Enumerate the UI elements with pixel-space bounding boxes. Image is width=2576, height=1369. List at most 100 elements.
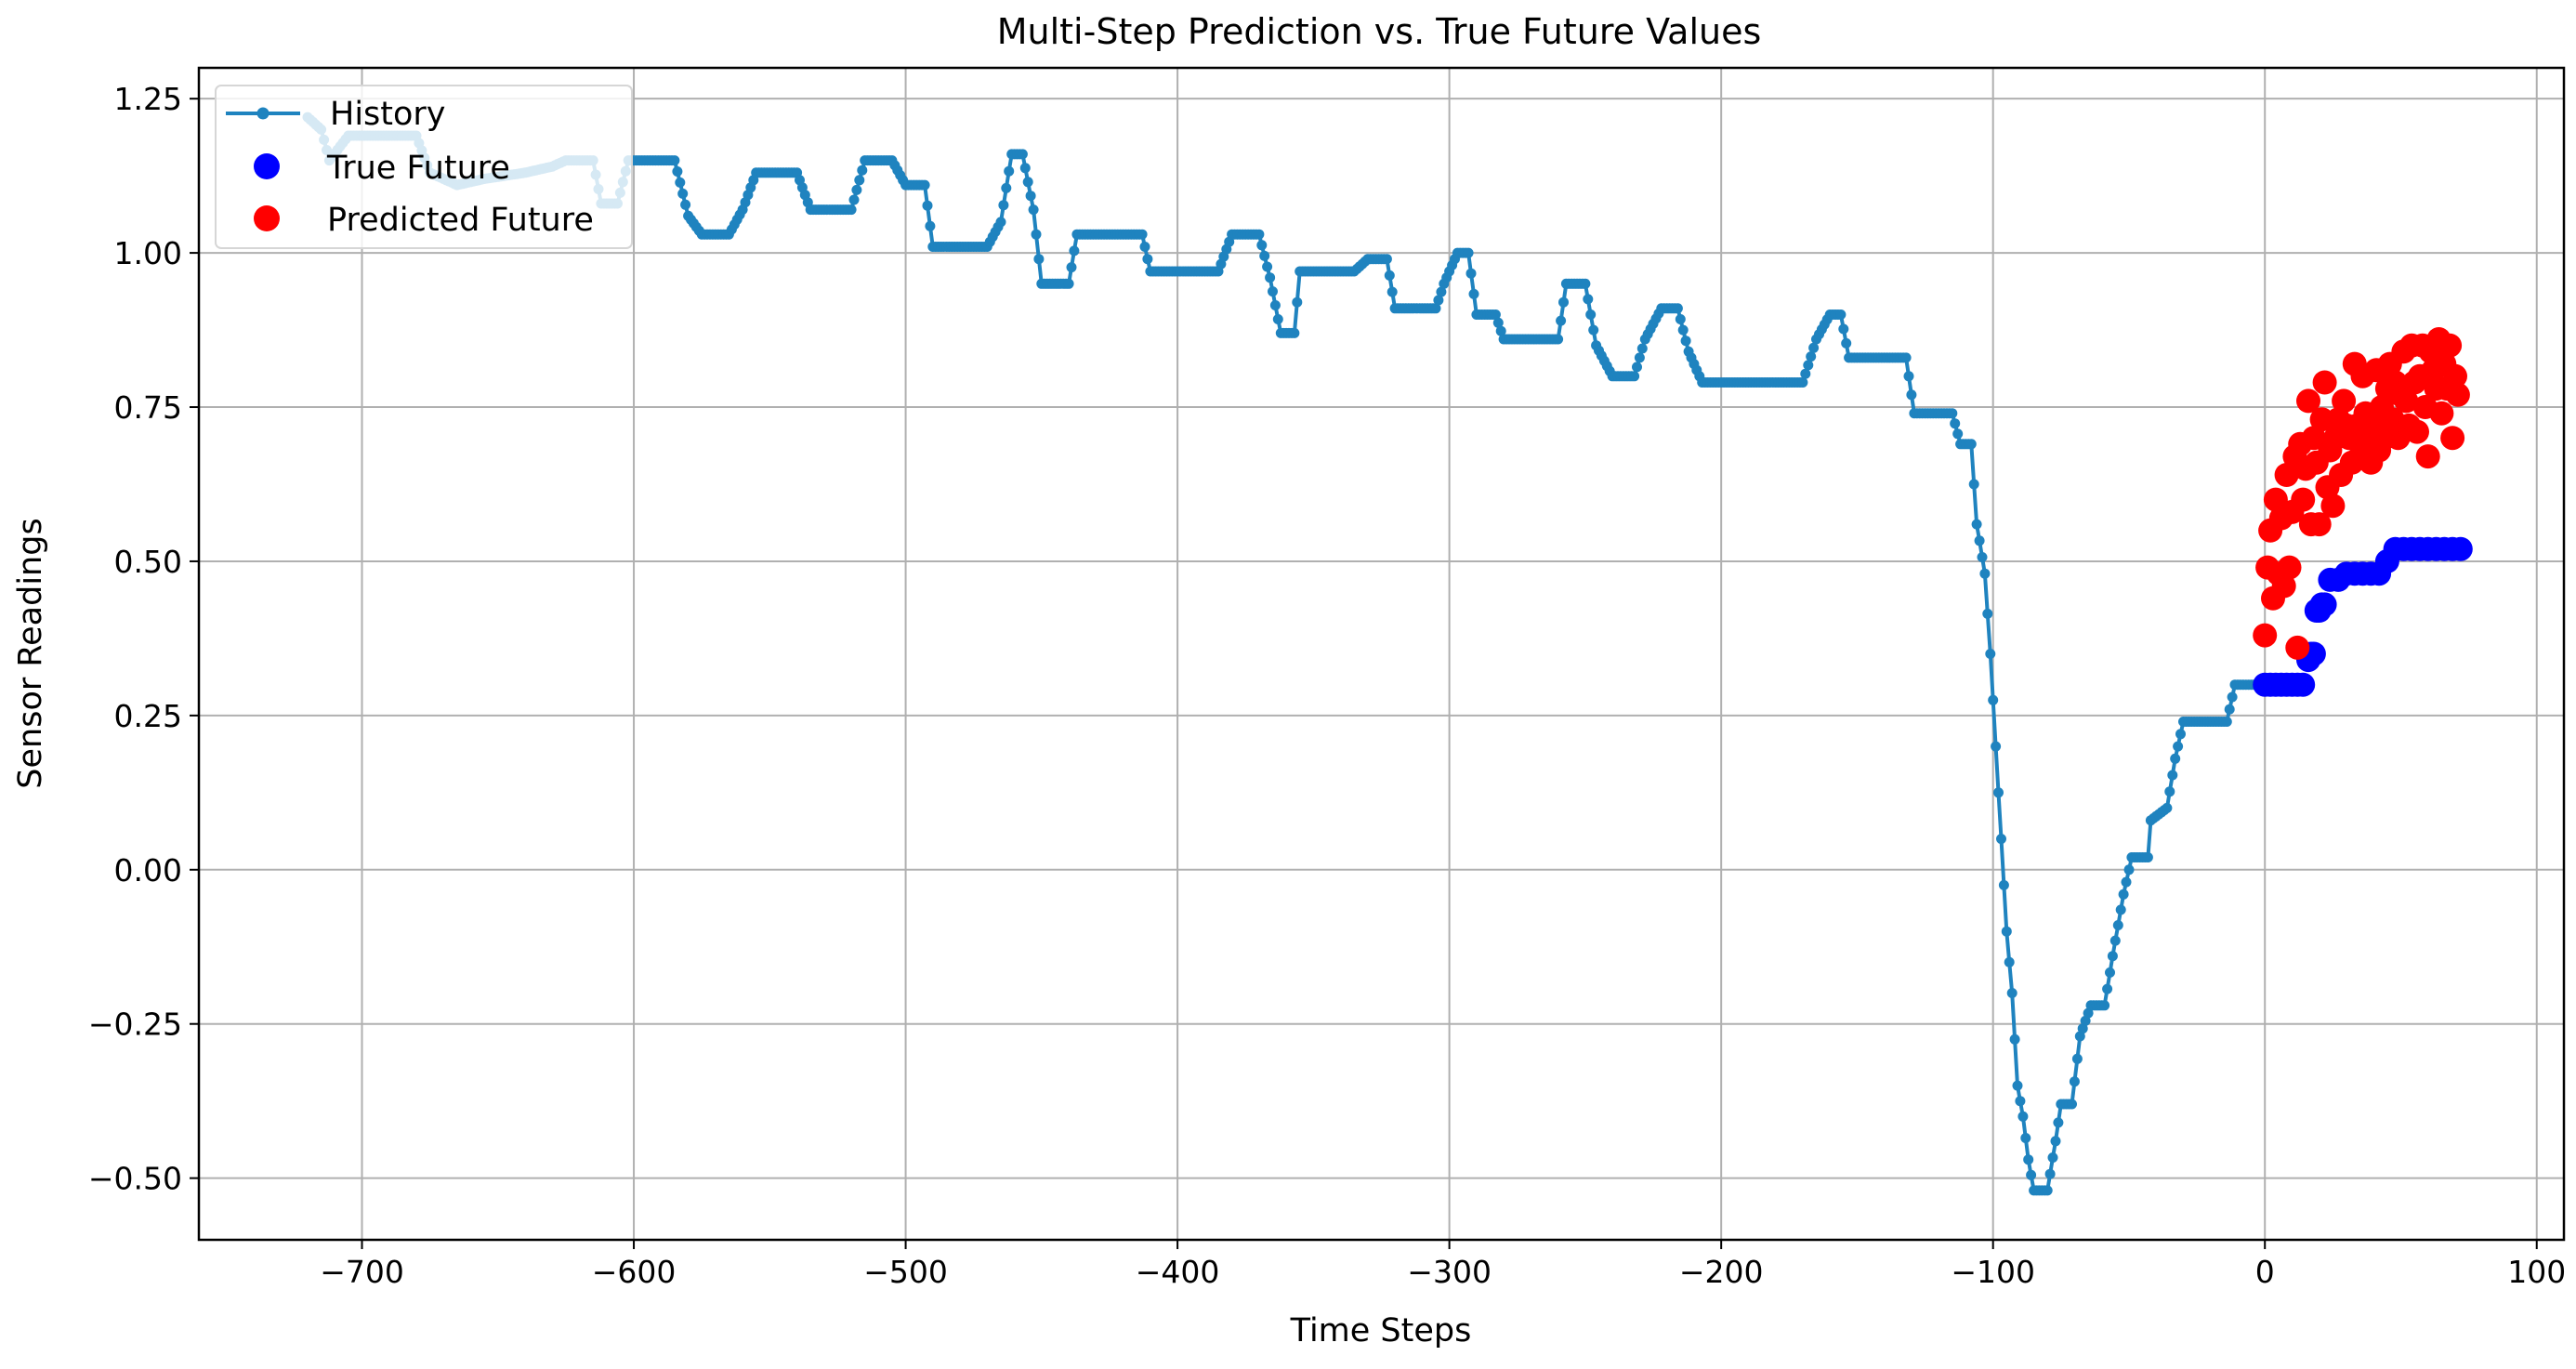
history-point [1004, 165, 1015, 177]
history-point [2044, 1168, 2056, 1179]
history-point [854, 175, 865, 186]
history-point [2006, 988, 2017, 998]
predicted-future-point [2394, 388, 2419, 414]
history-point [1289, 327, 1300, 338]
history-point [1069, 245, 1080, 257]
history-point [1974, 535, 1985, 546]
history-point [1272, 314, 1283, 324]
history-point [2162, 802, 2173, 813]
history-point [1558, 296, 1569, 308]
predicted-future-point [2405, 419, 2429, 444]
history-point [1977, 552, 1988, 562]
history-point [1806, 351, 1817, 362]
legend-history-label: History [330, 96, 446, 133]
history-point [2170, 753, 2181, 764]
history-point [1254, 229, 1265, 240]
history-point [1993, 787, 2004, 798]
x-tick-label: −400 [1136, 1254, 1220, 1290]
history-point [1636, 343, 1648, 354]
x-tick-label: 0 [2255, 1254, 2275, 1290]
history-point [1585, 309, 1597, 320]
history-point [2026, 1169, 2037, 1180]
history-point [1381, 254, 1392, 265]
legend-item-predicted-future: Predicted Future [254, 202, 594, 239]
history-point [1797, 377, 1808, 388]
x-tick-label: −600 [592, 1254, 677, 1290]
history-point [1906, 389, 1917, 401]
history-point [1031, 229, 1042, 240]
history-point [1256, 240, 1268, 251]
legend-predicted-future-label: Predicted Future [327, 202, 594, 239]
history-point [1629, 371, 1640, 382]
history-point [998, 200, 1009, 211]
history-point [1268, 286, 1278, 297]
history-point [857, 165, 868, 176]
history-point [2221, 717, 2232, 727]
true-future-point [2448, 536, 2473, 561]
history-point [1588, 324, 1599, 336]
history-point [2099, 1000, 2110, 1011]
history-point [2105, 967, 2115, 978]
history-point [1968, 479, 1979, 490]
predicted-future-point [2440, 426, 2465, 451]
history-point [1991, 741, 2002, 752]
history-point [2069, 1076, 2080, 1087]
history-point [1436, 286, 1447, 297]
grid [199, 68, 2564, 1240]
history-point [1982, 608, 1993, 619]
y-axis: −0.50 −0.25 0.00 0.25 0.50 0.75 1.00 1.25 [88, 81, 199, 1197]
predicted-future-point [2332, 388, 2357, 414]
predicted-future-point [2307, 512, 2332, 537]
legend-true-future-label: True Future [326, 150, 510, 187]
predicted-future-point [2263, 487, 2288, 512]
series-predicted-future [2253, 327, 2470, 660]
predicted-future-point [2320, 494, 2346, 519]
history-point [1947, 408, 1958, 419]
history-point [1063, 278, 1074, 289]
history-point [1835, 309, 1847, 320]
x-tick-label: −700 [320, 1254, 404, 1290]
predicted-future-point [2271, 573, 2296, 599]
history-point [925, 220, 936, 231]
history-point [1017, 149, 1028, 160]
history-point [1384, 270, 1395, 281]
history-point [1001, 182, 1012, 193]
history-point [2009, 1033, 2020, 1045]
predicted-future-point [2429, 401, 2454, 426]
history-point [2227, 691, 2238, 703]
history-point [669, 155, 680, 166]
history-point [1066, 262, 1077, 273]
predicted-future-point [2339, 450, 2364, 475]
history-point [1262, 261, 1273, 272]
history-point [846, 204, 857, 216]
x-tick-label: −100 [1951, 1254, 2035, 1290]
history-point [2001, 926, 2012, 937]
true-future-point [2312, 592, 2337, 617]
legend-history-marker [256, 107, 269, 120]
history-point [2053, 1117, 2064, 1128]
history-point [1292, 296, 1303, 308]
history-point [1259, 250, 1270, 261]
history-point [1632, 362, 1642, 373]
history-point [2047, 1152, 2058, 1163]
history-point [1900, 352, 1912, 363]
x-tick-label: 100 [2507, 1254, 2566, 1290]
history-point [2020, 1133, 2031, 1143]
history-point [1139, 242, 1150, 252]
history-point [1387, 286, 1398, 297]
history-point [1979, 568, 1991, 579]
true-future-point [2291, 672, 2316, 697]
predicted-future-point [2445, 382, 2470, 407]
history-point [1492, 317, 1504, 328]
history-point [2023, 1154, 2034, 1165]
y-tick-label: 0.75 [114, 389, 182, 426]
history-point [1137, 229, 1148, 240]
history-point [1033, 254, 1045, 265]
history-point [2015, 1096, 2026, 1107]
predicted-future-point [2443, 363, 2467, 388]
history-point [675, 177, 686, 188]
history-point [2175, 729, 2186, 740]
legend-box [215, 85, 633, 249]
history-point [1988, 694, 1999, 705]
